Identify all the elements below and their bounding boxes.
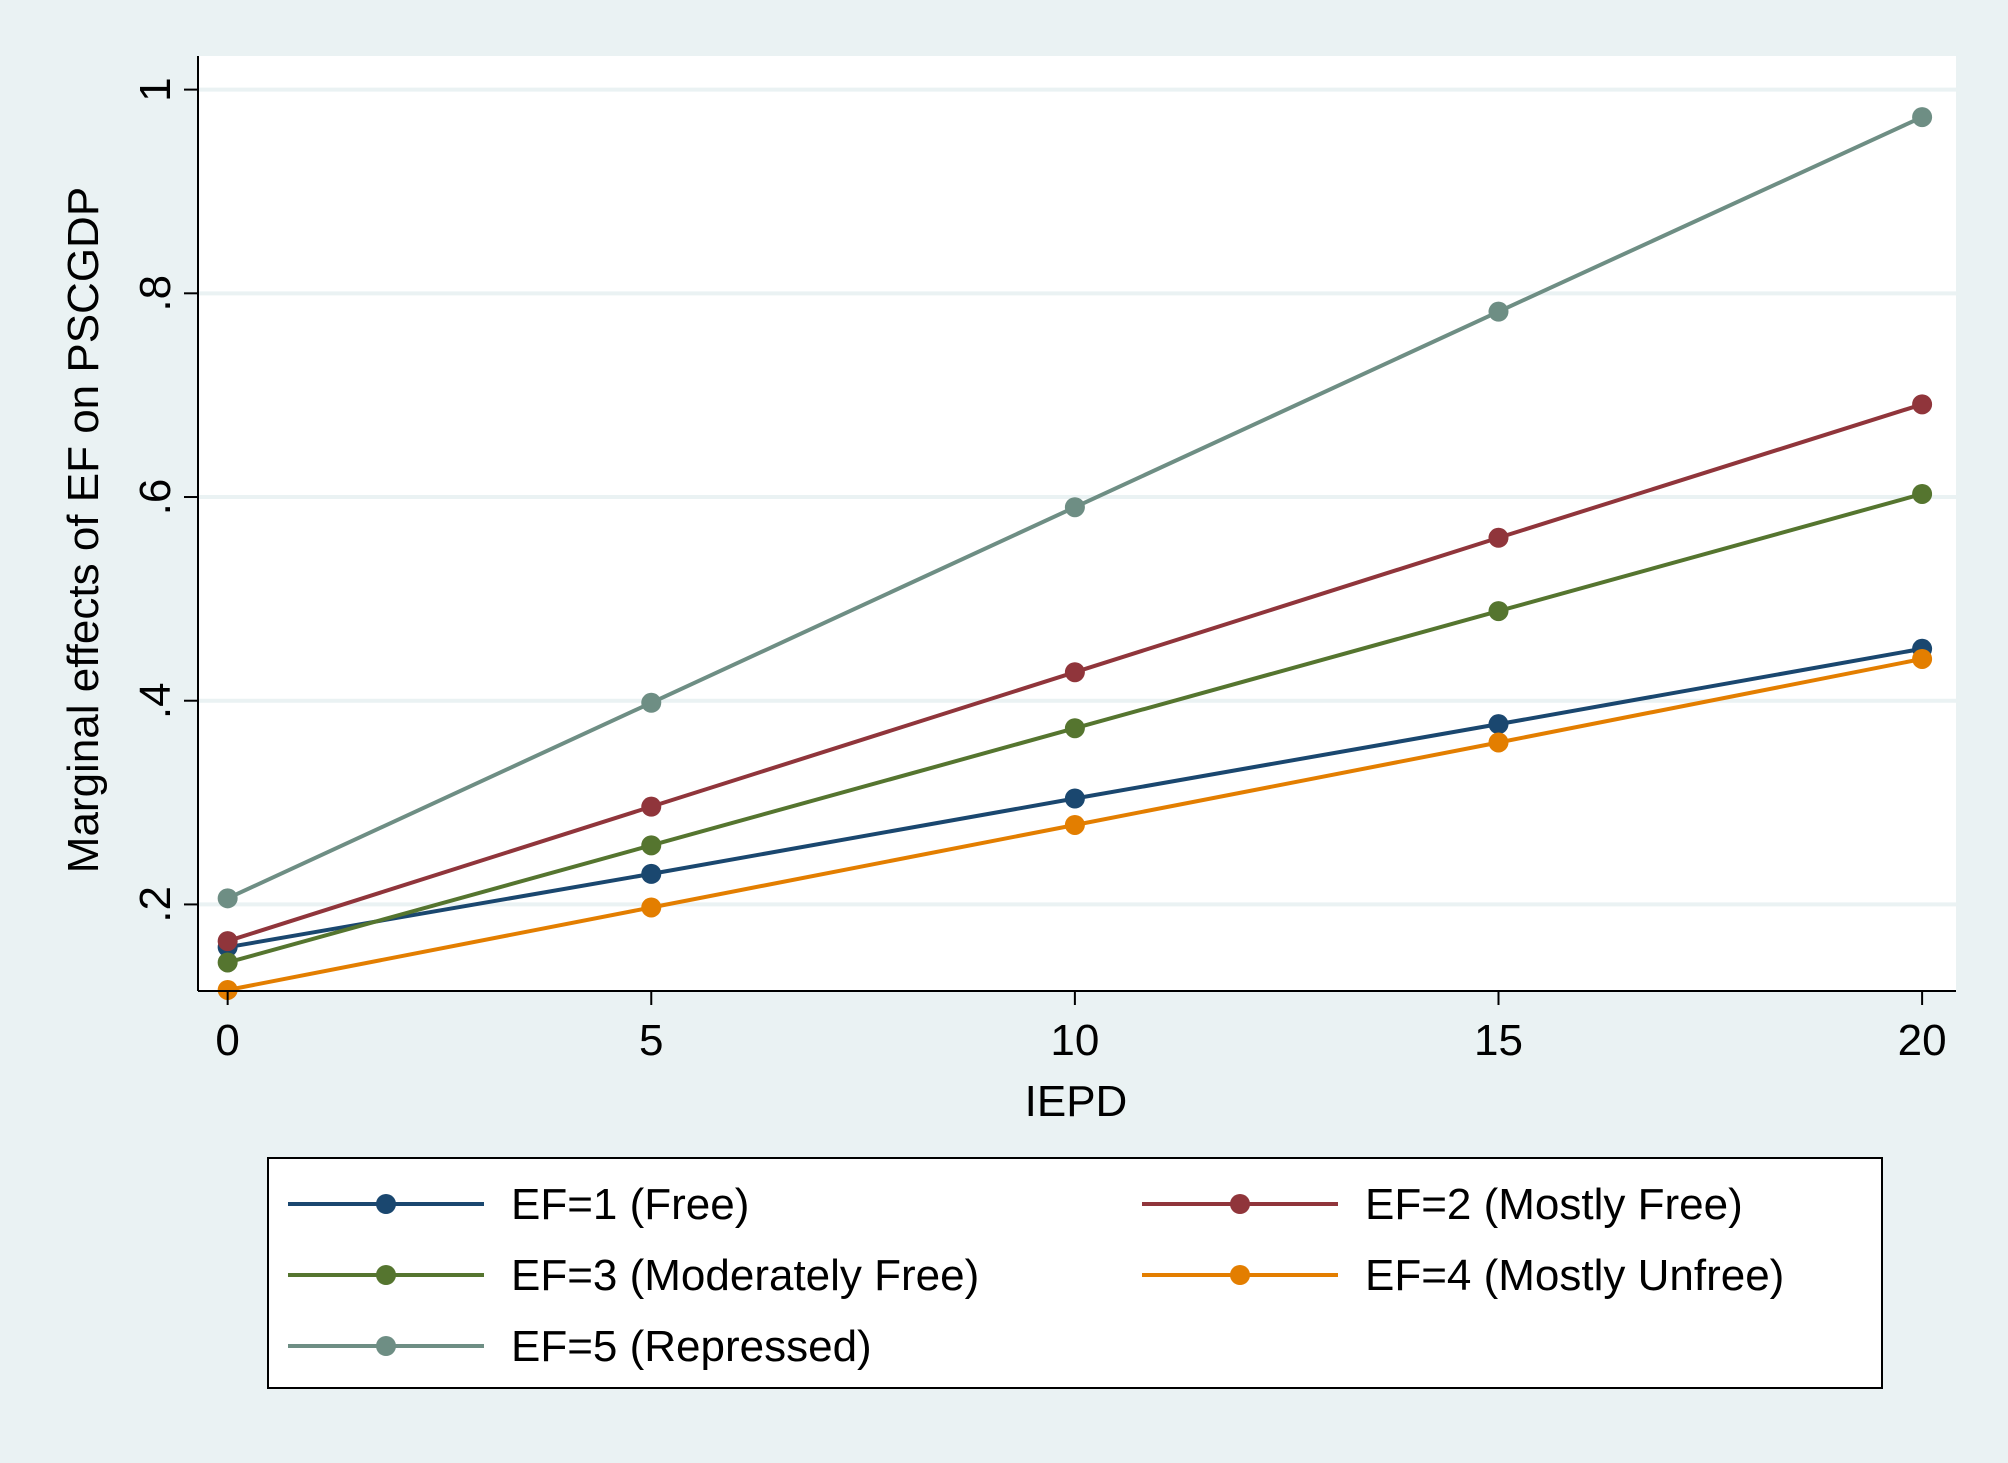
y-tick-label: 1 (131, 77, 180, 101)
legend-item: EF=2 (Mostly Free) (1142, 1180, 1743, 1229)
series-4 (217, 648, 1933, 1000)
data-point (217, 888, 238, 909)
data-point (641, 897, 662, 918)
legend-marker (376, 1194, 396, 1214)
x-axis-title: IEPD (1025, 1077, 1128, 1126)
data-point (1064, 718, 1085, 739)
data-point (217, 931, 238, 952)
data-point (1064, 662, 1085, 683)
y-tick-label: .2 (131, 886, 180, 923)
legend-box (267, 1157, 1883, 1389)
legend-marker (1230, 1194, 1250, 1214)
y-tick-label: .8 (131, 275, 180, 312)
series-2 (217, 394, 1933, 952)
legend-item: EF=3 (Moderately Free) (288, 1251, 979, 1300)
x-tick-label: 10 (1050, 1016, 1099, 1065)
data-point (1912, 394, 1933, 415)
legend: EF=1 (Free) EF=2 (Mostly Free) EF=3 (Moder… (288, 1180, 1784, 1371)
data-point (217, 952, 238, 973)
series-3 (217, 483, 1933, 973)
legend-item: EF=1 (Free) (288, 1180, 749, 1229)
data-point (641, 796, 662, 817)
data-point (1488, 301, 1509, 322)
data-point (1064, 788, 1085, 809)
legend-label: EF=5 (Repressed) (511, 1322, 872, 1371)
data-point (641, 863, 662, 884)
legend-marker (376, 1336, 396, 1356)
legend-label: EF=4 (Mostly Unfree) (1365, 1251, 1784, 1300)
y-axis-ticks: .2 .4 .6 .8 1 (131, 77, 198, 923)
plot-area (198, 56, 1956, 991)
data-point (1912, 648, 1933, 669)
x-tick-label: 20 (1898, 1016, 1947, 1065)
data-point (1488, 732, 1509, 753)
data-point (641, 692, 662, 713)
y-tick-label: .4 (131, 682, 180, 719)
data-point (1488, 714, 1509, 735)
legend-marker (376, 1265, 396, 1285)
series-layer (217, 107, 1933, 1000)
data-point (217, 979, 238, 1000)
data-point (1912, 107, 1933, 128)
y-tick-label: .6 (131, 479, 180, 516)
data-point (641, 835, 662, 856)
y-axis-title: Marginal effects of EF on PSCGDP (59, 187, 108, 873)
data-point (1064, 497, 1085, 518)
data-point (1488, 527, 1509, 548)
legend-label: EF=3 (Moderately Free) (511, 1251, 979, 1300)
data-point (1488, 601, 1509, 622)
legend-label: EF=2 (Mostly Free) (1365, 1180, 1743, 1229)
data-point (1912, 483, 1933, 504)
x-tick-label: 0 (215, 1016, 239, 1065)
x-axis-ticks: 0 5 10 15 20 (215, 991, 1947, 1065)
legend-item: EF=4 (Mostly Unfree) (1142, 1251, 1784, 1300)
grid-lines (198, 87, 1956, 907)
series-5 (217, 107, 1933, 909)
x-tick-label: 15 (1474, 1016, 1523, 1065)
legend-label: EF=1 (Free) (511, 1180, 749, 1229)
legend-item: EF=5 (Repressed) (288, 1322, 872, 1371)
x-tick-label: 5 (639, 1016, 663, 1065)
data-point (1064, 814, 1085, 835)
legend-marker (1230, 1265, 1250, 1285)
